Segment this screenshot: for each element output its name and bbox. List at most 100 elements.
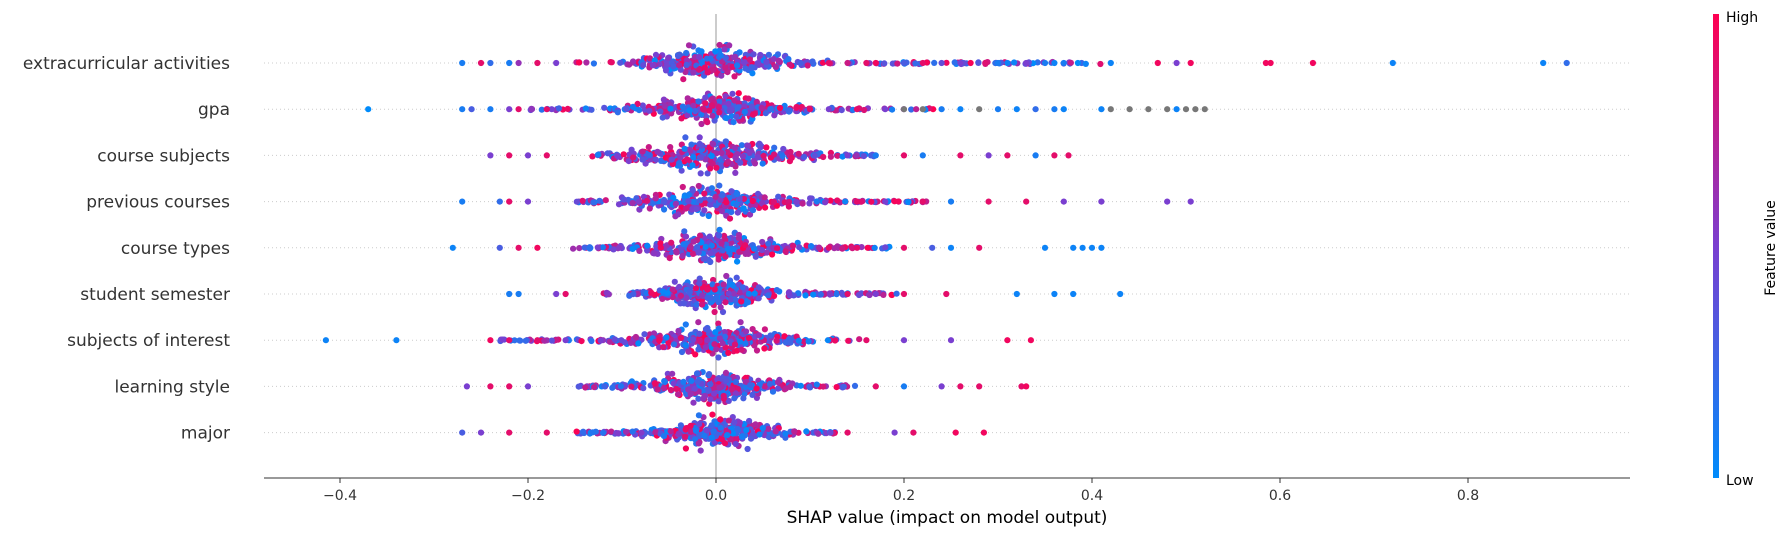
shap-point xyxy=(834,152,841,159)
shap-point xyxy=(675,430,682,437)
feature-label: student semester xyxy=(80,285,230,305)
shap-point xyxy=(617,59,624,66)
shap-point xyxy=(834,243,841,250)
shap-point xyxy=(680,76,687,83)
shap-point xyxy=(704,69,711,76)
shap-point xyxy=(682,342,689,349)
shap-point xyxy=(708,102,716,109)
shap-point xyxy=(732,154,739,161)
shap-point xyxy=(806,383,813,390)
shap-point xyxy=(739,284,746,291)
shap-point xyxy=(908,106,915,113)
shap-point xyxy=(947,244,955,251)
shap-point xyxy=(1011,59,1018,66)
shap-point xyxy=(660,198,668,205)
shap-point xyxy=(701,64,709,71)
shap-point xyxy=(573,428,580,435)
shap-point xyxy=(1117,290,1124,298)
shap-point xyxy=(731,395,738,402)
shap-point xyxy=(676,62,683,69)
shap-point xyxy=(694,378,701,385)
shap-point xyxy=(731,419,738,426)
shap-point xyxy=(393,337,400,344)
shap-point xyxy=(1032,106,1039,113)
shap-point xyxy=(583,59,590,66)
shap-point xyxy=(889,60,896,67)
shap-point xyxy=(673,249,680,256)
colorbar: High Low Feature value xyxy=(1713,10,1779,489)
shap-point xyxy=(719,308,727,316)
shap-point xyxy=(820,383,827,390)
shap-point xyxy=(985,152,992,159)
shap-point xyxy=(734,62,741,69)
shap-point xyxy=(1164,106,1171,113)
shap-point xyxy=(661,206,668,213)
shap-point xyxy=(718,207,726,215)
shap-point xyxy=(728,106,735,113)
shap-point xyxy=(694,370,701,377)
shap-point xyxy=(697,232,704,239)
shap-point xyxy=(755,295,762,302)
shap-point xyxy=(980,429,988,436)
shap-point xyxy=(506,429,513,436)
shap-point xyxy=(748,103,755,110)
shap-point xyxy=(669,286,676,293)
shap-point xyxy=(651,250,658,257)
shap-point xyxy=(682,233,690,240)
shap-point xyxy=(1051,59,1058,67)
shap-point xyxy=(740,395,747,402)
shap-point xyxy=(670,380,677,387)
shap-point xyxy=(477,429,485,436)
shap-point xyxy=(604,150,611,157)
shap-point xyxy=(487,383,494,390)
shap-point xyxy=(723,199,730,206)
shap-point xyxy=(762,110,769,117)
shap-point xyxy=(716,98,723,105)
shap-point xyxy=(976,244,983,251)
x-tick-label: 0.2 xyxy=(893,488,915,504)
shap-point xyxy=(938,106,945,113)
shap-point xyxy=(664,370,671,377)
shap-point xyxy=(749,326,756,333)
shap-point xyxy=(882,198,889,205)
shap-point xyxy=(822,199,829,206)
shap-point xyxy=(938,59,945,67)
shap-point xyxy=(635,340,642,347)
shap-point xyxy=(685,42,693,49)
shap-point xyxy=(745,142,752,149)
shap-point xyxy=(449,244,456,251)
x-tick-label: 0.8 xyxy=(1457,488,1479,504)
shap-point xyxy=(806,200,813,207)
shap-point xyxy=(687,147,694,154)
shap-point xyxy=(759,238,766,246)
shap-point xyxy=(759,425,766,432)
shap-point xyxy=(506,290,513,298)
shap-point xyxy=(785,289,793,297)
shap-point xyxy=(678,167,685,174)
shap-point xyxy=(761,345,768,352)
shap-point xyxy=(780,145,787,153)
shap-point xyxy=(770,198,778,206)
shap-point xyxy=(671,278,678,285)
shap-point xyxy=(967,59,974,67)
shap-point xyxy=(900,244,908,251)
shap-point xyxy=(795,337,802,344)
shap-point xyxy=(657,108,664,115)
shap-point xyxy=(849,245,856,252)
shap-point xyxy=(506,198,513,205)
shap-point xyxy=(722,114,729,121)
feature-label: subjects of interest xyxy=(67,331,230,351)
shap-point xyxy=(543,152,550,159)
shap-point xyxy=(732,440,739,448)
shap-point xyxy=(735,235,743,242)
shap-point xyxy=(686,107,693,114)
shap-point xyxy=(677,334,685,341)
shap-point xyxy=(697,170,704,177)
x-tick-label: 0.6 xyxy=(1269,488,1291,504)
shap-point xyxy=(524,198,532,205)
shap-point xyxy=(763,144,770,151)
shap-point xyxy=(611,336,618,343)
shap-point xyxy=(797,382,804,389)
shap-point xyxy=(687,390,694,398)
shap-point xyxy=(816,244,823,251)
